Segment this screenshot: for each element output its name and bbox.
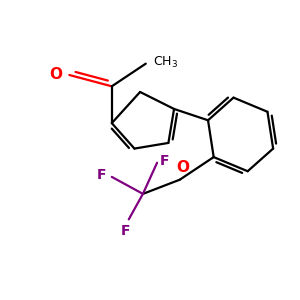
Text: CH$_3$: CH$_3$ xyxy=(153,55,178,70)
Text: O: O xyxy=(176,160,189,175)
Text: F: F xyxy=(121,224,131,238)
Text: F: F xyxy=(160,154,169,168)
Text: F: F xyxy=(97,169,106,182)
Text: O: O xyxy=(49,68,62,82)
